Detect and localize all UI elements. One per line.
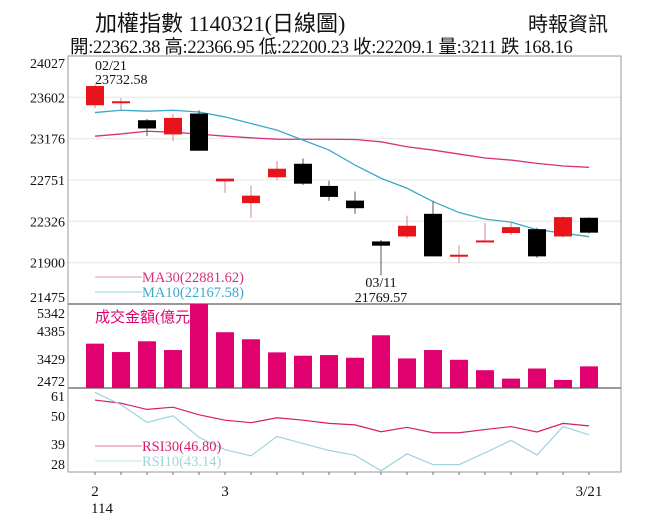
volume-title: 成交金額(億元) — [95, 308, 195, 326]
volume-bar — [164, 350, 182, 388]
candle-body — [450, 254, 468, 257]
volume-bar — [502, 378, 520, 388]
source-label: 時報資訊 — [528, 14, 608, 36]
annotation-date: 03/11 — [365, 276, 396, 291]
rsi-tick-label: 39 — [51, 438, 65, 453]
annotation-value: 23732.58 — [95, 73, 148, 88]
ma10-line — [94, 109, 590, 238]
chart-title: 加權指數 1140321(日線圖) — [95, 11, 346, 36]
volume-bar — [216, 332, 234, 388]
ohlc-summary: 開:22362.38 高:22366.95 低:22200.23 收:22209… — [70, 38, 573, 58]
volume-bar — [268, 352, 286, 388]
x-tick-sublabel: 114 — [91, 501, 113, 517]
volume-bar — [528, 368, 546, 388]
candle-body — [138, 120, 156, 129]
candle-body — [424, 213, 442, 257]
candle-body — [320, 185, 338, 197]
volume-tick-label: 4385 — [37, 325, 65, 340]
price-tick-label: 23602 — [30, 91, 65, 106]
candle-body — [86, 86, 104, 106]
rsi10-line — [94, 391, 590, 472]
candle-body — [528, 229, 546, 257]
volume-bar — [190, 304, 208, 388]
price-tick-label: 24027 — [30, 57, 65, 72]
candle-body — [554, 217, 572, 237]
legend-label: MA10(22167.58) — [142, 285, 244, 301]
candle-body — [580, 217, 598, 233]
price-tick-label: 21475 — [30, 291, 65, 306]
price-tick-label: 22326 — [30, 215, 65, 230]
legend-label: RSI10(43.14) — [142, 454, 222, 470]
volume-bar — [294, 355, 312, 388]
candle-body — [242, 195, 260, 204]
candle-body — [476, 240, 494, 243]
volume-bar — [242, 339, 260, 388]
volume-bar — [372, 335, 390, 388]
volume-tick-label: 5342 — [37, 307, 65, 322]
volume-bar — [476, 370, 494, 388]
volume-tick-label: 2472 — [37, 375, 65, 390]
x-tick-label: 2 — [91, 484, 99, 500]
price-tick-label: 22751 — [30, 174, 65, 189]
candle-body — [398, 225, 416, 237]
price-tick-label: 23176 — [30, 133, 65, 148]
candle-body — [112, 101, 130, 104]
candle-body — [216, 178, 234, 182]
volume-bar — [112, 352, 130, 388]
candle-body — [346, 200, 364, 209]
candle-body — [294, 163, 312, 184]
x-tick-label: 3/21 — [576, 484, 603, 500]
volume-bar — [138, 341, 156, 388]
volume-bar — [320, 355, 338, 388]
rsi-tick-label: 28 — [51, 458, 65, 473]
volume-bar — [424, 350, 442, 388]
volume-bar — [346, 357, 364, 388]
candle-body — [372, 241, 390, 246]
price-tick-label: 21900 — [30, 257, 65, 272]
annotation-date: 02/21 — [95, 59, 127, 74]
ma30-line — [94, 130, 590, 168]
volume-bar — [398, 358, 416, 388]
legend-label: RSI30(46.80) — [142, 439, 222, 455]
rsi30-line — [94, 399, 590, 434]
volume-bar — [86, 343, 104, 388]
candle-body — [190, 113, 208, 151]
rsi-tick-label: 50 — [51, 410, 65, 425]
volume-tick-label: 3429 — [37, 353, 65, 368]
candle-body — [164, 117, 182, 135]
legend-label: MA30(22881.62) — [142, 270, 244, 286]
volume-bar — [580, 366, 598, 388]
annotation-value: 21769.57 — [355, 291, 408, 306]
volume-bar — [450, 359, 468, 388]
rsi-tick-label: 61 — [51, 390, 65, 405]
x-tick-label: 3 — [221, 484, 229, 500]
candle-body — [502, 227, 520, 234]
volume-bar — [554, 379, 572, 388]
candle-body — [268, 168, 286, 178]
chart-frame — [67, 55, 622, 473]
